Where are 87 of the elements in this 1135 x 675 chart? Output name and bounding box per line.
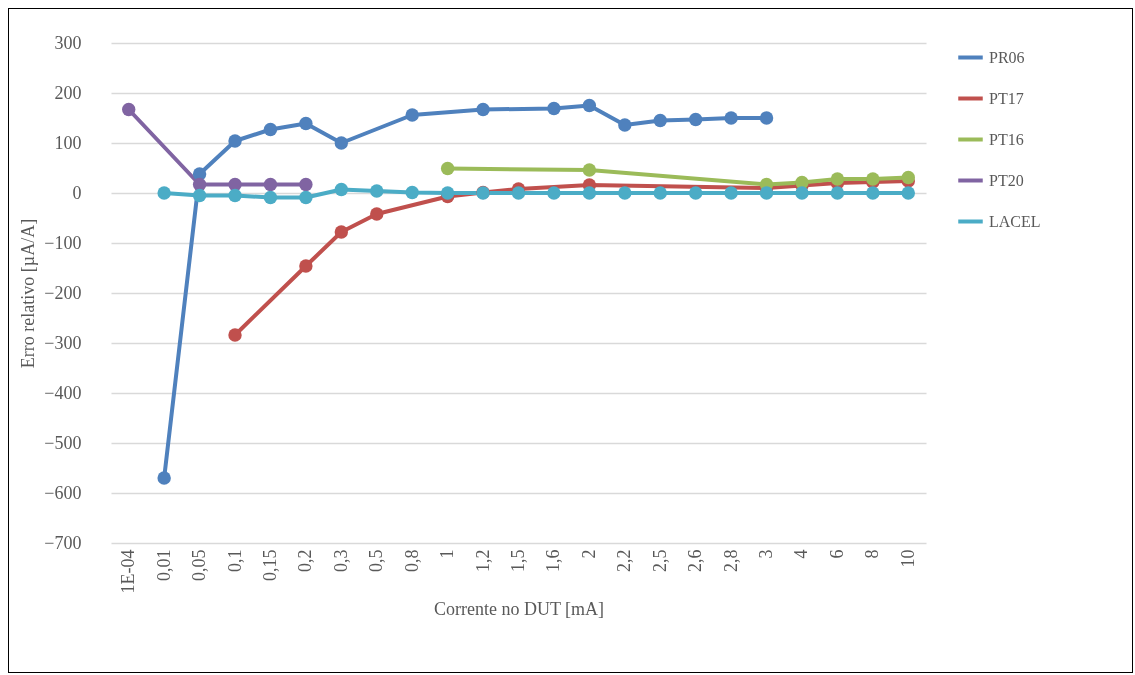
x-tick-label: 2,2 bbox=[614, 549, 635, 572]
x-tick-label: 2,5 bbox=[649, 549, 670, 572]
x-tick-label: 3 bbox=[756, 549, 777, 559]
point bbox=[476, 102, 490, 117]
point bbox=[228, 328, 242, 342]
point bbox=[724, 111, 738, 125]
y-tick-label: −500 bbox=[44, 432, 82, 453]
point bbox=[582, 163, 597, 177]
x-tick-label: 2,6 bbox=[685, 549, 706, 572]
y-axis-title: Erro relativo [µA/A] bbox=[18, 218, 39, 369]
x-tick-label: 8 bbox=[862, 549, 883, 559]
legend-label: LACEL bbox=[989, 212, 1041, 230]
point bbox=[830, 186, 845, 200]
x-tick-label: 1,6 bbox=[543, 549, 564, 572]
x-tick-label: 2,8 bbox=[720, 549, 741, 572]
y-tick-label: 0 bbox=[72, 182, 82, 203]
legend-label: PR06 bbox=[989, 48, 1025, 66]
point bbox=[618, 186, 632, 200]
point bbox=[653, 186, 667, 200]
y-tick-label: 300 bbox=[54, 32, 82, 53]
legend-label: PT16 bbox=[989, 130, 1024, 148]
point bbox=[440, 186, 455, 200]
x-tick-label: 0,15 bbox=[259, 549, 280, 581]
x-tick-label: 1E-04 bbox=[118, 549, 139, 594]
point bbox=[511, 186, 526, 200]
x-tick-label: 0,5 bbox=[366, 549, 387, 572]
point bbox=[830, 172, 845, 186]
x-tick-label: 10 bbox=[897, 549, 918, 568]
point bbox=[653, 113, 667, 128]
y-tick-label: −400 bbox=[44, 382, 82, 403]
point bbox=[688, 112, 703, 127]
point bbox=[582, 186, 597, 200]
y-tick-label: −700 bbox=[44, 532, 82, 553]
x-tick-label: 1,5 bbox=[508, 549, 528, 572]
point bbox=[582, 98, 597, 113]
x-tick-label: 0,05 bbox=[189, 549, 210, 581]
point bbox=[370, 184, 384, 198]
x-tick-label: 4 bbox=[791, 549, 812, 559]
x-tick-label: 0,01 bbox=[153, 549, 174, 581]
x-tick-label: 6 bbox=[826, 549, 847, 559]
x-tick-label: 1,2 bbox=[472, 549, 493, 572]
point bbox=[618, 118, 632, 132]
y-tick-label: −100 bbox=[44, 232, 82, 253]
y-tick-label: −200 bbox=[44, 282, 82, 303]
point bbox=[901, 170, 915, 185]
point bbox=[547, 186, 561, 200]
point bbox=[547, 101, 561, 116]
point bbox=[157, 186, 171, 200]
point bbox=[405, 108, 419, 122]
point bbox=[228, 134, 242, 148]
legend-label: PT17 bbox=[989, 89, 1024, 107]
point bbox=[157, 471, 171, 485]
x-tick-label: 1 bbox=[437, 549, 458, 559]
x-tick-label: 0,8 bbox=[401, 549, 422, 572]
x-axis-title: Corrente no DUT [mA] bbox=[433, 599, 605, 620]
point bbox=[192, 188, 207, 203]
point bbox=[122, 102, 136, 117]
y-tick-label: 100 bbox=[54, 132, 82, 153]
point bbox=[440, 161, 455, 176]
point bbox=[370, 207, 384, 221]
point bbox=[299, 116, 313, 131]
point bbox=[263, 122, 278, 137]
x-tick-label: 0,3 bbox=[330, 549, 351, 572]
y-tick-label: −600 bbox=[44, 482, 82, 503]
x-tick-label: 0,1 bbox=[224, 549, 245, 572]
point bbox=[334, 136, 349, 150]
point bbox=[866, 186, 880, 200]
y-tick-label: 200 bbox=[54, 82, 82, 103]
point bbox=[263, 177, 278, 192]
point bbox=[759, 111, 774, 125]
point bbox=[299, 177, 313, 192]
point bbox=[192, 177, 207, 192]
point bbox=[688, 186, 703, 200]
point bbox=[263, 190, 278, 205]
point bbox=[334, 225, 349, 239]
point bbox=[299, 190, 313, 205]
y-tick-label: −300 bbox=[44, 332, 82, 353]
point bbox=[724, 186, 738, 200]
x-tick-label: 2 bbox=[578, 549, 599, 559]
point bbox=[299, 259, 313, 273]
point bbox=[405, 185, 419, 200]
legend-label: PT20 bbox=[989, 171, 1024, 189]
x-tick-label: 0,2 bbox=[295, 549, 316, 572]
point bbox=[759, 186, 774, 200]
point bbox=[228, 188, 242, 203]
point bbox=[901, 186, 915, 200]
point bbox=[334, 182, 349, 197]
